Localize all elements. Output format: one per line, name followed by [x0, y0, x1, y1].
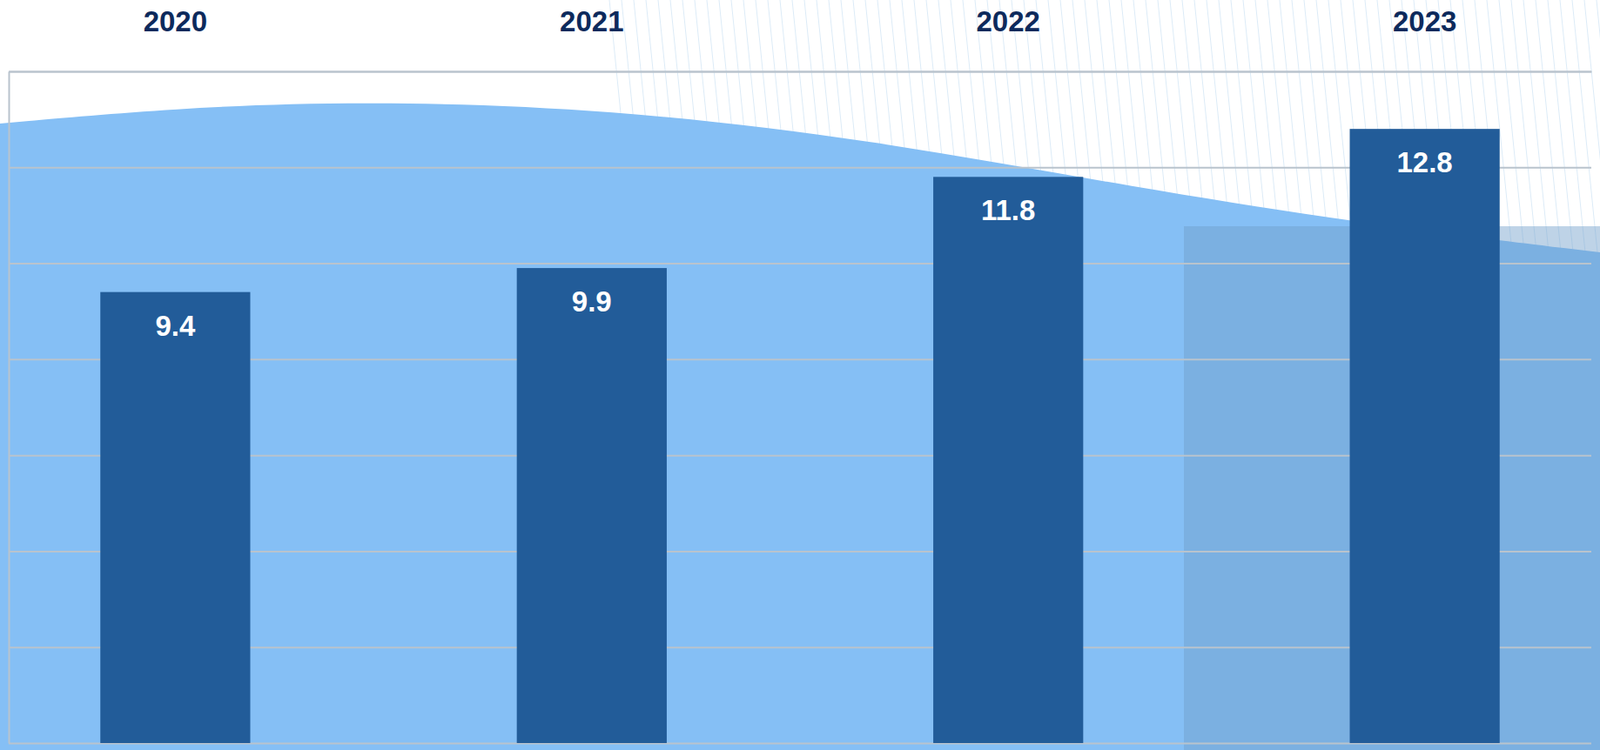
decoration-stripe	[1523, 0, 1550, 262]
decoration-stripe	[1559, 0, 1587, 262]
decoration-stripe	[1572, 0, 1599, 262]
x-tick: 2022	[975, 5, 1040, 72]
bar	[517, 268, 667, 744]
background-wave	[0, 103, 1600, 750]
bars	[100, 128, 1500, 744]
y-axis	[8, 72, 1592, 745]
chart: 2020 2021 2022 2023 9.4 9.9 11.8 12.8	[0, 0, 1600, 750]
x-tick: 2021	[559, 5, 624, 72]
y-tick	[8, 71, 1592, 73]
x-tick-label: 2021	[559, 5, 624, 38]
decoration-stripe	[1584, 0, 1600, 262]
y-tick	[8, 743, 1592, 745]
bar	[100, 292, 250, 744]
decoration-stripe	[1511, 0, 1538, 262]
decoration-stripe	[1547, 0, 1574, 262]
x-axis: 2020 2021 2022 2023	[9, 5, 1593, 73]
bar	[933, 176, 1083, 744]
data-label: 9.9	[571, 285, 612, 318]
x-tick: 2020	[143, 5, 208, 72]
x-tick-label: 2023	[1392, 5, 1457, 38]
x-tick-label: 2022	[975, 5, 1040, 38]
y-axis-line	[8, 72, 11, 745]
data-label: 12.8	[1397, 146, 1453, 179]
background	[0, 0, 1600, 750]
data-label: 11.8	[981, 194, 1036, 227]
bar	[1350, 128, 1500, 744]
x-tick-label: 2020	[143, 5, 208, 38]
data-label: 9.4	[154, 309, 196, 343]
decoration-stripe	[1596, 0, 1600, 262]
decoration-stripe	[1535, 0, 1562, 262]
data-labels: 9.4 9.9 11.8 12.8	[154, 146, 1453, 342]
x-tick: 2023	[1392, 5, 1457, 72]
x-axis-line	[9, 71, 1593, 74]
decoration-stripe	[1499, 0, 1526, 262]
grid-line	[8, 71, 1592, 74]
